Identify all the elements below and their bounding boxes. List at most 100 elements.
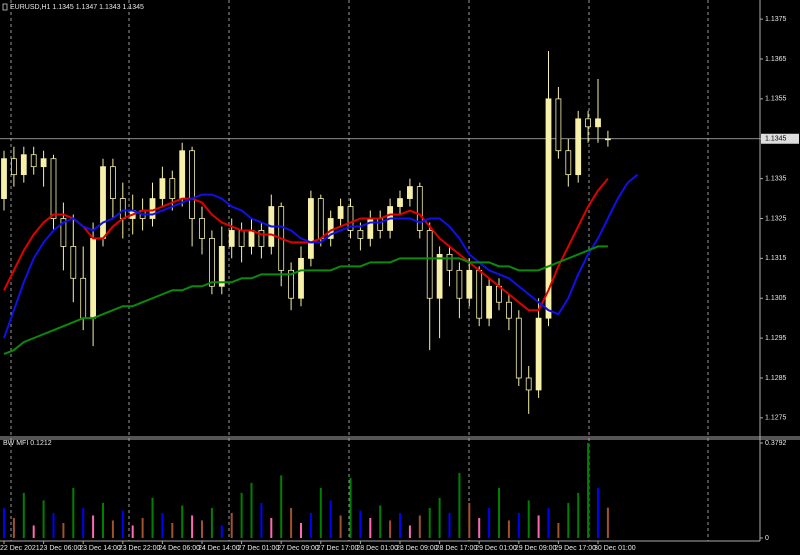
bar (42, 500, 45, 538)
y-tick-label: 1.1325 (765, 215, 787, 222)
bar (102, 502, 104, 538)
last-price-box (761, 133, 799, 144)
bar (448, 512, 451, 538)
bar (498, 487, 500, 538)
candle-body (476, 269, 483, 319)
candle-body (288, 269, 295, 299)
bar (606, 507, 609, 538)
candle-body (169, 178, 176, 199)
moving-average (3, 177, 609, 312)
bar (399, 512, 401, 538)
candle-body (436, 253, 443, 299)
x-tick-label: 23 Dec 06:00 (40, 545, 82, 552)
bar (111, 520, 114, 538)
y-tick-label: 1.1305 (765, 295, 787, 302)
x-tick-label: 27 Dec 17:00 (317, 545, 359, 552)
y-tick-label: 1.1295 (765, 335, 787, 342)
candle-body (40, 158, 47, 168)
candle-body (555, 98, 562, 152)
y-tick-label: 1.1355 (765, 96, 787, 103)
bar (468, 502, 471, 538)
candle-body (416, 186, 423, 231)
candle-body (179, 150, 186, 199)
x-tick-label: 22 Dec 2021 (0, 545, 40, 552)
y-tick-label: 0 (765, 535, 769, 542)
bar (22, 492, 25, 538)
bar (220, 525, 223, 538)
x-tick-label: 27 Dec 01:00 (238, 545, 280, 552)
candle-body (199, 218, 205, 239)
bar (359, 510, 362, 538)
candle-body (337, 206, 344, 219)
candle-body (90, 238, 96, 319)
candle-body (317, 198, 324, 239)
candle-body (1, 158, 7, 199)
chart-title: EURUSD,H1 1.1345 1.1347 1.1343 1.1345 (10, 4, 144, 11)
candle-body (20, 154, 27, 176)
candle-body (298, 257, 304, 299)
bar (418, 515, 421, 538)
symbol-icon (2, 3, 8, 11)
bar (527, 500, 530, 538)
bar (230, 512, 233, 538)
candle-body (466, 269, 473, 299)
bar (171, 522, 174, 538)
x-tick-label: 24 Dec 14:00 (198, 545, 240, 552)
candle-body (159, 178, 166, 199)
bar (309, 512, 312, 538)
bar (329, 500, 332, 538)
candle-body (30, 154, 37, 168)
x-tick-label: 23 Dec 22:00 (119, 545, 161, 552)
bar (131, 525, 134, 538)
candle-body (189, 150, 196, 219)
bar (270, 517, 273, 538)
bar (141, 517, 144, 538)
x-tick-label: 27 Dec 09:00 (277, 545, 319, 552)
y-tick-label: 1.1375 (765, 16, 787, 23)
y-tick-label: 1.1315 (765, 255, 787, 262)
bar (52, 512, 55, 538)
candle-body (515, 317, 522, 379)
candle-body (446, 253, 453, 271)
candle-body (575, 118, 582, 176)
candle-body (525, 377, 532, 391)
candle-body (505, 301, 512, 319)
x-tick-label: 23 Dec 14:00 (79, 545, 121, 552)
bar (72, 487, 75, 538)
bar (537, 515, 540, 538)
bar (191, 515, 194, 538)
candle-body (110, 166, 116, 199)
candle-body (50, 158, 57, 219)
candle-body (347, 206, 354, 231)
candle-body (60, 218, 67, 247)
x-tick-label: 29 Dec 01:00 (475, 545, 517, 552)
candle-body (238, 230, 245, 247)
y-tick-label: 1.1335 (765, 175, 787, 182)
bar (458, 472, 461, 538)
candle-body (406, 186, 413, 199)
candle-body (218, 246, 225, 287)
candle-body (119, 198, 126, 219)
bar (389, 520, 392, 538)
candle-body (456, 269, 463, 299)
candle-body (228, 230, 235, 247)
bar (62, 522, 65, 538)
candle-body (426, 230, 433, 299)
candle-body (565, 150, 572, 176)
bar (161, 512, 164, 538)
candle-body (248, 230, 255, 247)
bar (577, 492, 580, 538)
candle-body (70, 246, 77, 279)
bar (12, 517, 15, 538)
bar (428, 507, 431, 538)
candle-body (357, 230, 364, 239)
bar (349, 477, 352, 538)
x-tick-label: 29 Dec 09:00 (515, 545, 557, 552)
candle-body (258, 230, 265, 247)
candle-body (397, 198, 403, 207)
bar (280, 475, 283, 538)
bar (597, 487, 599, 538)
moving-average (3, 173, 639, 339)
